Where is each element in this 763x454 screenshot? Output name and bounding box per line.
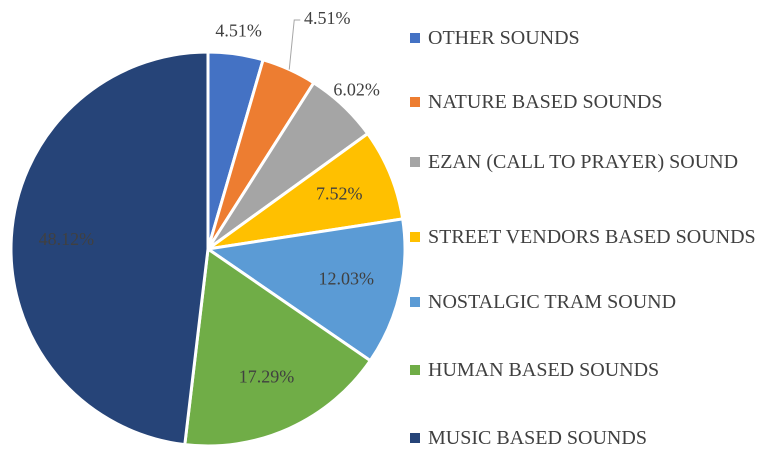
pie-slice xyxy=(9,50,210,447)
pie-slice xyxy=(183,246,373,448)
legend-item: MUSIC BASED SOUNDS xyxy=(410,422,763,454)
pie-slice xyxy=(204,217,407,363)
data-label: 12.03% xyxy=(319,269,375,289)
legend-item: HUMAN BASED SOUNDS xyxy=(410,354,763,386)
legend-item: OTHER SOUNDS xyxy=(410,22,763,54)
legend-swatch xyxy=(410,297,420,307)
legend-item: EZAN (CALL TO PRAYER) SOUND xyxy=(410,146,763,178)
legend-label: HUMAN BASED SOUNDS xyxy=(428,359,660,381)
legend-item: NATURE BASED SOUNDS xyxy=(410,86,763,118)
legend-item: STREET VENDORS BASED SOUNDS xyxy=(410,221,763,253)
data-label: 6.02% xyxy=(333,79,380,99)
data-label: 4.51% xyxy=(215,21,262,41)
legend-item: NOSTALGIC TRAM SOUND xyxy=(410,286,763,318)
data-label: 17.29% xyxy=(239,366,295,386)
legend-label: NOSTALGIC TRAM SOUND xyxy=(428,291,677,313)
legend-label: OTHER SOUNDS xyxy=(428,27,580,49)
legend-swatch xyxy=(410,232,420,242)
legend-swatch xyxy=(410,97,420,107)
legend-label: MUSIC BASED SOUNDS xyxy=(428,427,647,449)
leader-line xyxy=(288,19,301,70)
legend-swatch xyxy=(410,365,420,375)
data-label: 48.12% xyxy=(39,229,95,249)
legend-swatch xyxy=(410,433,420,443)
legend-swatch xyxy=(410,33,420,43)
legend-label: NATURE BASED SOUNDS xyxy=(428,91,663,113)
data-label: 7.52% xyxy=(316,183,363,203)
data-label: 4.51% xyxy=(304,8,351,28)
legend-label: EZAN (CALL TO PRAYER) SOUND xyxy=(428,151,739,173)
legend-swatch xyxy=(410,157,420,167)
legend-label: STREET VENDORS BASED SOUNDS xyxy=(428,226,756,248)
